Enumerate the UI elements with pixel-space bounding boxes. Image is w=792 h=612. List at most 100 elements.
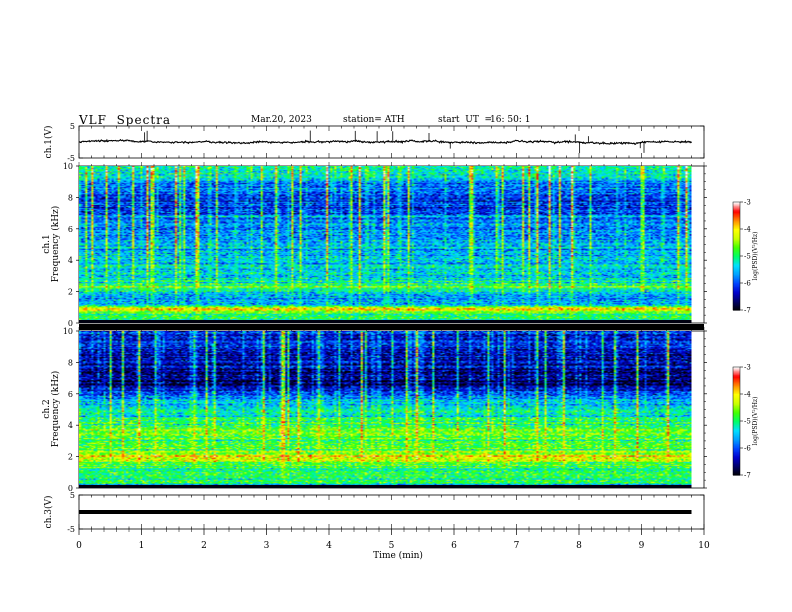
colorbar-segment <box>733 285 740 288</box>
colorbar-segment <box>733 372 740 375</box>
colorbar-segment <box>733 414 740 417</box>
ch1-waveform-line <box>78 138 692 146</box>
ytick-label: 4 <box>68 421 73 430</box>
ytick-label: 5 <box>70 491 75 500</box>
colorbar-segment <box>733 385 740 388</box>
colorbar-segment <box>733 239 740 242</box>
colorbar-segment <box>733 402 740 405</box>
colorbar-segment <box>733 288 740 291</box>
colorbar-segment <box>733 281 740 284</box>
colorbar-segment <box>733 241 740 244</box>
colorbar-segment <box>733 284 740 287</box>
colorbar-segment <box>733 303 740 306</box>
colorbar-segment <box>733 407 740 410</box>
colorbar-segment <box>733 435 740 438</box>
colorbar-segment <box>733 270 740 273</box>
colorbar-segment <box>733 245 740 248</box>
colorbar-segment <box>733 305 740 308</box>
colorbar-segment <box>733 416 740 419</box>
colorbar-tick-label: -3 <box>744 364 751 372</box>
colorbar-segment <box>733 389 740 392</box>
colorbar-segment <box>733 206 740 208</box>
colorbar-segment <box>733 300 740 303</box>
ytick-label: -5 <box>67 154 75 163</box>
colorbar-segment <box>733 408 740 411</box>
colorbar-segment <box>733 268 740 271</box>
colorbar-segment <box>733 466 740 469</box>
colorbar-segment <box>733 423 740 426</box>
colorbar-segment <box>733 375 740 378</box>
colorbar-segment <box>733 433 740 436</box>
colorbar-segment <box>733 208 740 211</box>
colorbar-segment <box>733 415 740 418</box>
ytick-label: 2 <box>68 288 73 297</box>
colorbar-segment <box>733 458 740 461</box>
time-axis: 0 1 2 3 4 5 6 7 8 9 10 <box>76 529 710 551</box>
ytick-label: 10 <box>63 162 73 171</box>
colorbar-segment <box>733 203 740 206</box>
colorbar-segment <box>733 422 740 425</box>
colorbar-segment <box>733 237 740 240</box>
colorbar-segment <box>733 418 740 421</box>
colorbar-segment <box>733 214 740 217</box>
colorbar-segment <box>733 445 740 448</box>
colorbar-tick-label: -4 <box>744 391 751 399</box>
colorbar-segment <box>733 419 740 422</box>
colorbar-segment <box>733 448 740 450</box>
colorbar-segment <box>733 202 740 204</box>
xtick-label: 4 <box>326 541 332 551</box>
colorbar-segment <box>733 449 740 452</box>
colorbar-segment <box>733 391 740 394</box>
station-label: station= ATH <box>343 115 405 125</box>
colorbar-segment <box>733 473 740 476</box>
colorbar-segment <box>733 253 740 256</box>
colorbar-segment <box>733 456 740 459</box>
colorbar-segment <box>733 461 740 464</box>
ch2-spectrogram-ylabel: ch.2 <box>42 399 52 418</box>
ch2-colorbar: -3 -4 -5 -6 -7 <box>732 364 751 480</box>
colorbar-segment <box>733 399 740 402</box>
colorbar-segment <box>733 460 740 463</box>
ch1-colorbar: -3 -4 -5 -6 -7 <box>732 199 751 315</box>
colorbar-segment <box>733 454 740 457</box>
colorbar-segment <box>733 383 740 386</box>
ytick-label: 2 <box>68 453 73 462</box>
colorbar-segment <box>733 211 740 214</box>
colorbar-segment <box>733 220 740 223</box>
colorbar-segment <box>733 212 740 215</box>
colorbar-segment <box>733 242 740 245</box>
colorbar-segment <box>733 443 740 446</box>
colorbar-segment <box>733 287 740 289</box>
colorbar-segment <box>733 280 740 283</box>
colorbar-segment <box>733 273 740 276</box>
colorbar-segment <box>733 411 740 414</box>
colorbar-segment <box>733 394 740 396</box>
xtick-label: 3 <box>264 541 270 551</box>
colorbar-tick-label: -7 <box>744 472 751 480</box>
colorbar-segment <box>733 295 740 298</box>
xtick-label: 10 <box>698 541 710 551</box>
colorbar-segment <box>733 230 740 233</box>
colorbar-segment <box>733 292 740 295</box>
spectrogram-image <box>79 166 692 323</box>
colorbar-segment <box>733 224 740 227</box>
ytick-label: 10 <box>63 327 73 336</box>
colorbar-segment <box>733 231 740 234</box>
colorbar-segment <box>733 260 740 262</box>
ch3-waveform-panel: 5 -5 ch.3(V) <box>43 491 705 534</box>
ytick-label: 6 <box>68 390 73 399</box>
colorbar-segment <box>733 269 740 272</box>
xtick-label: 7 <box>514 541 520 551</box>
ch1-waveform-marks <box>78 130 692 154</box>
colorbar-segment <box>733 388 740 391</box>
colorbar-segment <box>733 450 740 453</box>
colorbar-segment <box>733 464 740 467</box>
colorbar-segment <box>733 223 740 226</box>
colorbar-segment <box>733 265 740 268</box>
colorbar-segment <box>733 238 740 241</box>
colorbar-segment <box>733 233 740 235</box>
ch1-spectrogram-axis: 0 2 4 6 8 10 <box>63 162 707 328</box>
ch1-spectrogram-ylabel: ch.1 <box>42 234 52 253</box>
spectrogram-dc-strip <box>79 320 692 323</box>
